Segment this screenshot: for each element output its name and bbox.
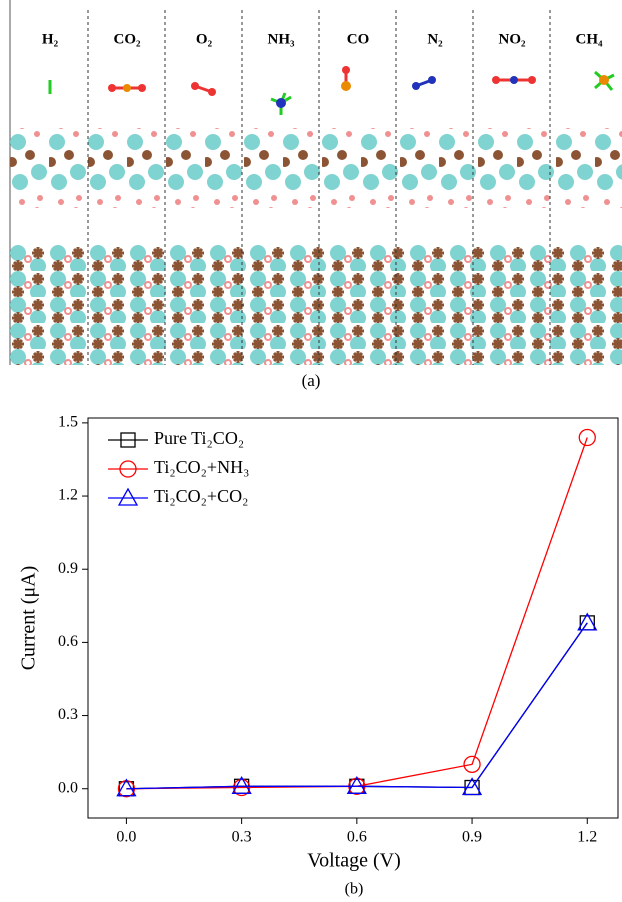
x-tick-label: 0.0 xyxy=(116,829,136,846)
series-line xyxy=(126,623,587,789)
y-tick-label: 1.2 xyxy=(58,487,78,504)
x-tick-label: 0.3 xyxy=(232,829,252,846)
x-tick-label: 1.2 xyxy=(577,829,597,846)
x-tick-label: 0.9 xyxy=(462,829,482,846)
legend-label: Ti₂CO₂+CO₂ xyxy=(154,486,248,506)
y-tick-label: 1.5 xyxy=(58,414,78,431)
molecule-label: CO₂ xyxy=(114,31,142,47)
slab-top xyxy=(10,245,622,365)
panel-caption: (a) xyxy=(302,371,321,390)
molecules xyxy=(50,66,614,115)
molecule-label: CH₄ xyxy=(576,31,604,47)
x-tick-label: 0.6 xyxy=(347,829,367,846)
x-axis-label: Voltage (V) xyxy=(307,850,401,872)
figure: H₂ CO₂ O₂ NH₃ CO N₂ NO₂ CH₄ (a) Voltage … xyxy=(0,0,622,902)
legend-label: Pure Ti₂CO₂ xyxy=(154,428,244,448)
series-line xyxy=(126,623,587,789)
legend-label: Ti₂CO₂+NH₃ xyxy=(154,457,249,477)
molecule-label: NO₂ xyxy=(499,31,527,47)
molecule-label: CO xyxy=(347,31,370,47)
y-tick-label: 0.6 xyxy=(58,633,78,650)
plot-frame xyxy=(88,418,618,818)
y-axis-label: Current (μA) xyxy=(18,566,40,671)
molecule-label: NH₃ xyxy=(268,31,296,47)
molecule-label: H₂ xyxy=(42,31,59,47)
panel-b: Voltage (V) Current (μA) (b) 0.0 0.3 0.6 0.… xyxy=(18,414,618,898)
y-tick-label: 0.9 xyxy=(58,560,78,577)
panel-caption: (b) xyxy=(345,881,364,898)
legend-marker xyxy=(119,489,137,505)
y-tick-label: 0.3 xyxy=(58,706,78,723)
slab-side xyxy=(10,128,622,208)
molecule-label: O₂ xyxy=(196,31,213,47)
panel-a: H₂ CO₂ O₂ NH₃ CO N₂ NO₂ CH₄ (a) xyxy=(10,0,622,390)
y-tick-label: 0.0 xyxy=(58,779,78,796)
molecule-label: N₂ xyxy=(427,31,443,47)
